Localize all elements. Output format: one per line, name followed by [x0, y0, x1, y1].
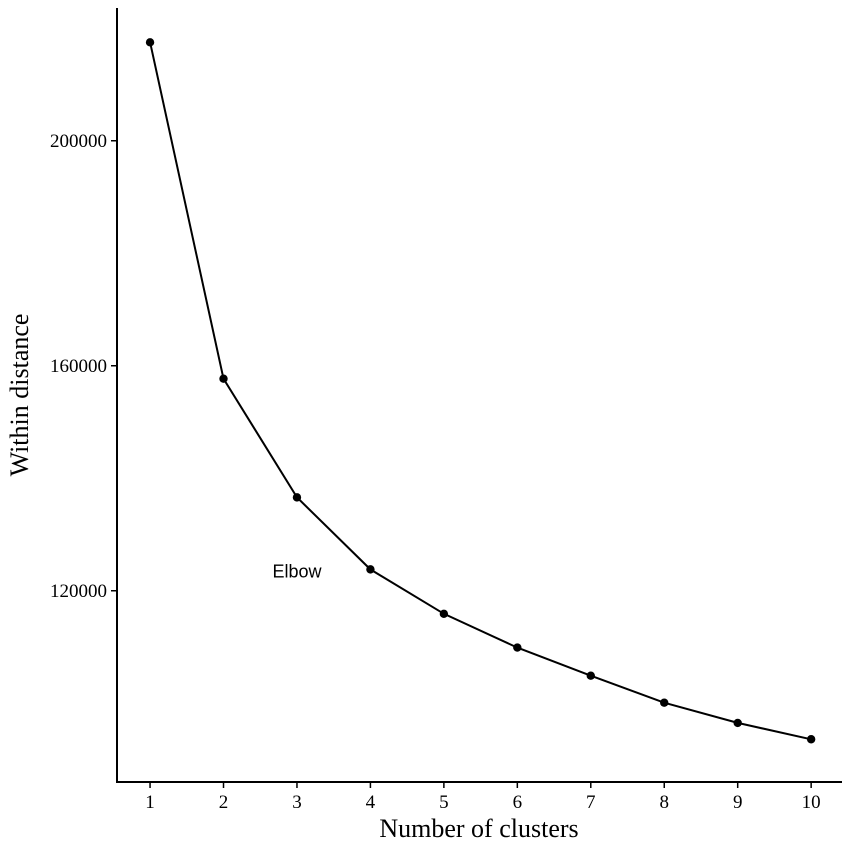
- y-axis-title: Within distance: [5, 314, 34, 477]
- x-tick-label: 6: [513, 792, 523, 813]
- data-point: [586, 671, 595, 680]
- x-tick-label: 8: [659, 792, 669, 813]
- x-tick-label: 9: [733, 792, 743, 813]
- x-tick-label: 2: [219, 792, 229, 813]
- x-tick-label: 1: [145, 792, 155, 813]
- x-tick-label: 4: [366, 792, 376, 813]
- y-tick-label: 160000: [50, 356, 107, 377]
- data-point: [513, 643, 522, 652]
- data-point: [292, 493, 302, 502]
- data-point: [806, 735, 816, 744]
- elbow-annotation: Elbow: [272, 562, 322, 582]
- series-line: [149, 42, 812, 741]
- y-tick-label: 120000: [50, 581, 107, 602]
- data-points: [145, 38, 816, 744]
- y-tick-label: 200000: [50, 131, 107, 152]
- data-point: [660, 698, 669, 707]
- x-tick-label: 10: [802, 792, 821, 813]
- x-tick-label: 7: [586, 792, 596, 813]
- data-point: [366, 565, 375, 574]
- x-tick-label: 5: [439, 792, 449, 813]
- data-point: [439, 609, 449, 619]
- x-axis-title: Number of clusters: [379, 814, 578, 843]
- data-point: [219, 374, 228, 383]
- x-tick-label: 3: [292, 792, 302, 813]
- y-axis-ticks: 120000 160000 200000: [50, 131, 117, 602]
- data-point: [733, 718, 742, 728]
- x-axis-ticks: 1 2 3 4 5 6 7 8 9 10: [145, 782, 821, 813]
- data-point: [145, 38, 155, 47]
